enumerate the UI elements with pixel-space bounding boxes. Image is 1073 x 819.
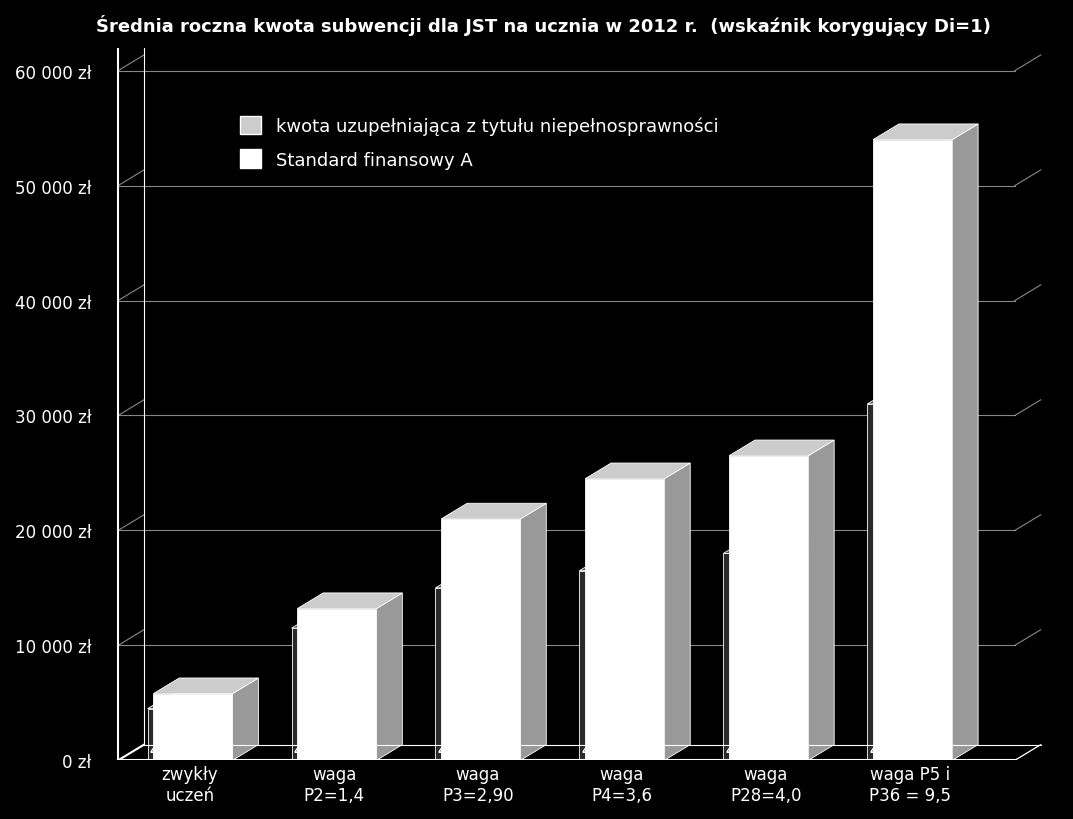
Polygon shape xyxy=(370,613,397,760)
Bar xyxy=(723,554,803,760)
Polygon shape xyxy=(441,504,546,519)
Polygon shape xyxy=(377,593,402,760)
Polygon shape xyxy=(520,504,546,760)
Polygon shape xyxy=(946,389,972,760)
Polygon shape xyxy=(808,441,834,760)
Bar xyxy=(873,140,952,760)
Polygon shape xyxy=(153,678,259,694)
Text: 4: 4 xyxy=(869,744,878,757)
Polygon shape xyxy=(659,555,685,760)
Polygon shape xyxy=(148,693,252,708)
Polygon shape xyxy=(723,538,828,554)
Bar xyxy=(729,456,808,760)
Polygon shape xyxy=(664,464,690,760)
Bar xyxy=(292,628,370,760)
Bar xyxy=(585,479,664,760)
Text: 4: 4 xyxy=(582,744,590,757)
Polygon shape xyxy=(233,678,259,760)
Polygon shape xyxy=(515,572,541,760)
Bar xyxy=(297,609,377,760)
Bar xyxy=(867,405,946,760)
Text: 4: 4 xyxy=(725,744,734,757)
Polygon shape xyxy=(579,555,685,571)
Polygon shape xyxy=(292,613,397,628)
Polygon shape xyxy=(952,124,979,760)
Polygon shape xyxy=(297,593,402,609)
Polygon shape xyxy=(729,441,834,456)
Text: Średnia roczna kwota subwencji dla JST na ucznia w 2012 r.  (wskaźnik korygujący: Średnia roczna kwota subwencji dla JST n… xyxy=(97,15,991,36)
Bar xyxy=(436,588,515,760)
Polygon shape xyxy=(436,572,541,588)
Bar xyxy=(148,708,226,760)
Bar xyxy=(153,694,233,760)
Bar xyxy=(441,519,520,760)
Polygon shape xyxy=(867,389,972,405)
Bar xyxy=(579,571,659,760)
Polygon shape xyxy=(803,538,828,760)
Text: 4: 4 xyxy=(150,744,159,757)
Polygon shape xyxy=(585,464,690,479)
Polygon shape xyxy=(226,693,252,760)
Text: 4: 4 xyxy=(438,744,446,757)
Polygon shape xyxy=(873,124,979,140)
Text: 4: 4 xyxy=(294,744,303,757)
Legend: kwota uzupełniająca z tytułu niepełnosprawności, Standard finansowy A: kwota uzupełniająca z tytułu niepełnospr… xyxy=(231,107,727,179)
